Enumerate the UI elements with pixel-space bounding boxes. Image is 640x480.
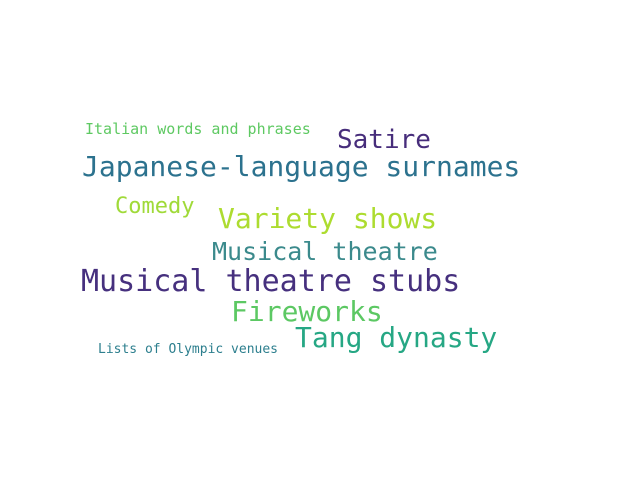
word-fireworks: Fireworks <box>231 295 383 328</box>
word-lists-of-olympic-venues: Lists of Olympic venues <box>98 342 279 357</box>
word-musical-theatre-stubs: Musical theatre stubs <box>81 264 461 299</box>
word-comedy: Comedy <box>115 194 195 219</box>
word-japanese-language-surnames: Japanese-language surnames <box>82 150 521 183</box>
word-tang-dynasty: Tang dynasty <box>295 321 498 354</box>
word-variety-shows: Variety shows <box>218 202 438 235</box>
word-italian-words-and-phrases: Italian words and phrases <box>85 120 311 138</box>
word-satire: Satire <box>337 125 431 155</box>
word-musical-theatre: Musical theatre <box>212 237 438 266</box>
